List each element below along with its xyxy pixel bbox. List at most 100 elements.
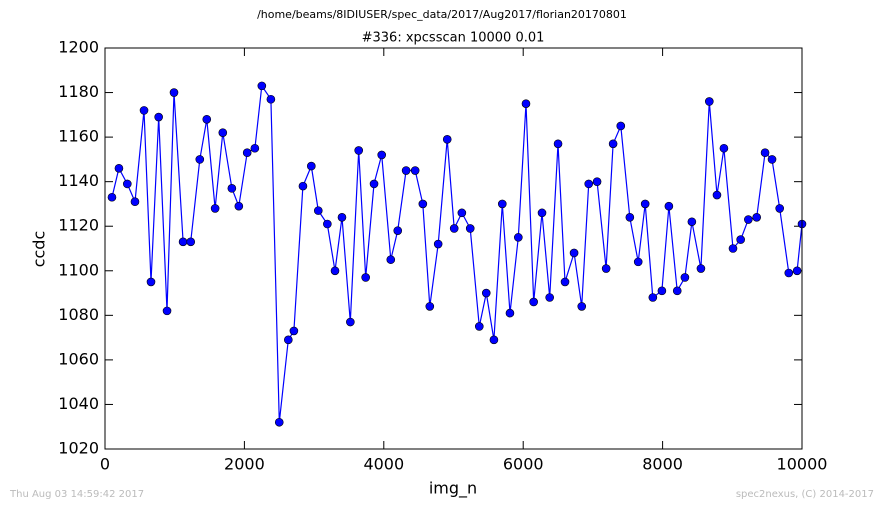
data-point (592, 177, 602, 186)
data-line (111, 84, 803, 423)
data-point (625, 213, 635, 222)
y-axis-label: ccdc (30, 231, 49, 268)
data-point (744, 215, 753, 224)
data-point (337, 213, 347, 222)
data-point (584, 179, 594, 189)
data-point (442, 135, 452, 144)
data-point (560, 277, 570, 287)
y-tick-label: 1200 (58, 38, 99, 57)
data-point (346, 317, 355, 327)
plot-frame (104, 47, 803, 450)
data-point (107, 192, 117, 202)
y-tick-label: 1060 (58, 349, 99, 368)
data-point (393, 226, 403, 235)
data-point (514, 233, 523, 242)
data-point (361, 273, 370, 282)
y-tick-label: 1080 (58, 305, 99, 324)
data-point (186, 237, 196, 247)
data-point (195, 155, 205, 164)
x-tick-label: 10000 (777, 455, 828, 474)
data-point (234, 201, 244, 211)
data-point (537, 208, 547, 218)
data-point (289, 326, 299, 336)
data-point (210, 204, 220, 213)
data-point (505, 308, 515, 318)
data-point (752, 213, 761, 222)
data-point (369, 179, 379, 189)
suptitle: /home/beams/8IDIUSER/spec_data/2017/Aug2… (257, 8, 627, 21)
data-point (307, 161, 316, 171)
data-point (577, 302, 587, 311)
data-point (497, 199, 507, 209)
data-point (154, 112, 163, 122)
data-point (648, 293, 658, 302)
data-point (242, 148, 252, 158)
y-tick-label: 1120 (58, 216, 99, 235)
data-point (719, 143, 729, 153)
data-point (410, 166, 420, 175)
data-point (123, 179, 132, 189)
data-point (633, 257, 643, 267)
data-point (162, 306, 172, 316)
data-point (418, 199, 428, 209)
y-tick-label: 1160 (58, 127, 99, 146)
data-point (529, 297, 538, 307)
data-point (257, 81, 267, 91)
data-point (775, 204, 784, 213)
data-point (284, 335, 293, 345)
y-tick-label: 1140 (58, 171, 99, 190)
data-point (728, 244, 738, 253)
data-point (465, 224, 475, 233)
data-point (704, 97, 714, 106)
data-point (202, 114, 212, 124)
data-point (298, 181, 308, 191)
x-tick-label: 8000 (642, 455, 683, 474)
data-point (672, 286, 682, 296)
data-point (114, 164, 124, 173)
data-point (767, 155, 777, 164)
data-point (657, 286, 667, 296)
data-point (616, 121, 626, 131)
x-tick-label: 2000 (224, 455, 265, 474)
y-tick-label: 1040 (58, 394, 99, 413)
data-point (169, 88, 179, 97)
data-point (130, 197, 140, 207)
data-point (425, 302, 435, 311)
data-point (433, 239, 443, 249)
data-point (330, 266, 340, 276)
data-point (218, 128, 228, 137)
x-axis-label: img_n (429, 479, 477, 499)
data-point (481, 288, 491, 298)
footer-left: Thu Aug 03 14:59:42 2017 (9, 489, 144, 500)
data-point (569, 248, 579, 258)
data-point (784, 268, 794, 278)
data-point (323, 219, 332, 229)
x-tick-label: 6000 (503, 455, 544, 474)
data-point (680, 273, 690, 282)
data-point (250, 143, 260, 153)
data-point (266, 94, 276, 104)
y-tick-label: 1020 (58, 439, 99, 458)
data-point (377, 150, 387, 160)
data-point (545, 293, 554, 302)
data-point (313, 206, 323, 215)
y-tick-label: 1180 (58, 82, 99, 101)
data-point (457, 208, 467, 218)
chart-title: #336: xpcsscan 10000 0.01 (362, 31, 545, 46)
data-point (401, 166, 411, 175)
data-point (553, 139, 563, 149)
data-point (474, 322, 484, 331)
data-point (760, 148, 770, 158)
data-point (274, 417, 284, 427)
data-point (178, 237, 188, 247)
data-point (521, 99, 531, 108)
x-tick-label: 0 (100, 455, 110, 474)
data-point (354, 146, 364, 155)
data-point (736, 235, 745, 244)
data-point (139, 106, 149, 115)
data-point (146, 277, 156, 287)
data-point (489, 335, 499, 345)
y-tick-label: 1100 (58, 260, 99, 279)
data-point (227, 184, 237, 193)
